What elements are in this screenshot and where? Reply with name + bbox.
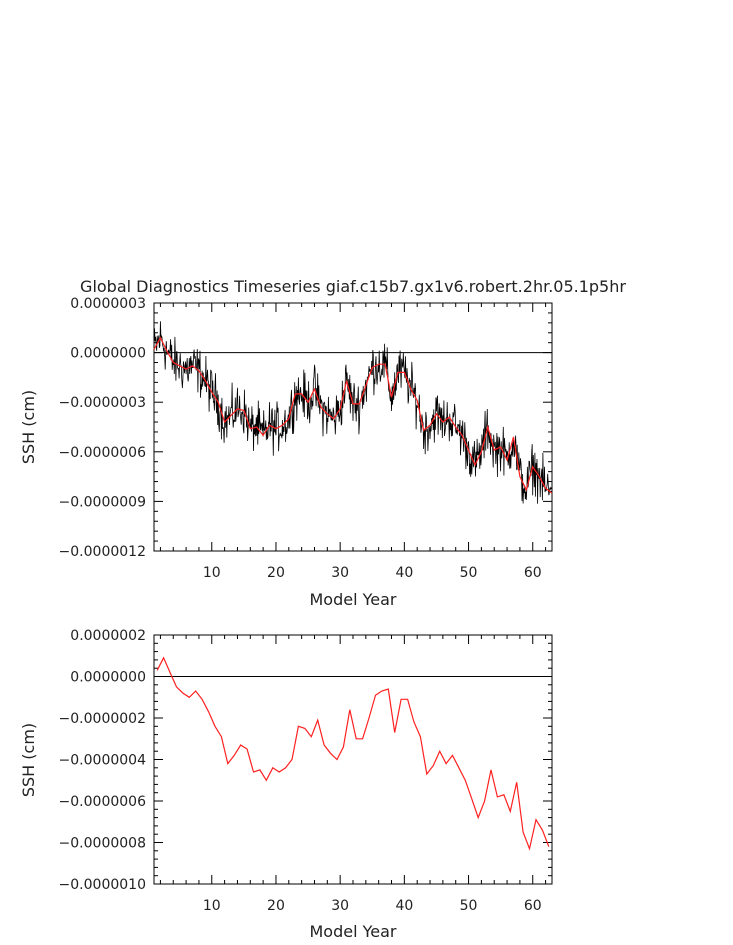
top-y-tick-label: 0.0000003	[70, 296, 146, 312]
bottom-series-annual	[156, 656, 550, 851]
top-y-axis-label: SSH (cm)	[19, 390, 38, 464]
top-y-tick-label: 0.0000000	[70, 346, 146, 362]
top-x-tick-label: 40	[395, 565, 413, 581]
bottom-x-tick-label: 50	[460, 898, 478, 914]
chart-title: Global Diagnostics Timeseries giaf.c15b7…	[80, 277, 626, 296]
top-y-tick-label: −0.0000006	[59, 445, 147, 461]
bottom-y-axis-label: SSH (cm)	[19, 723, 38, 797]
bottom-plot-frame	[153, 634, 553, 885]
bottom-y-tick-label: −0.0000004	[59, 753, 147, 769]
top-panel: Model Year SSH (cm) 10 20 30 40 50 60 0.000000…	[19, 296, 553, 609]
bottom-x-tick-label: 20	[267, 898, 285, 914]
top-x-tick-label: 60	[524, 565, 542, 581]
top-x-tick-label: 20	[267, 565, 285, 581]
bottom-x-tick-label: 40	[395, 898, 413, 914]
top-x-tick-label: 50	[460, 565, 478, 581]
bottom-y-tick-label: −0.0000002	[59, 711, 146, 727]
bottom-y-tick-label: −0.0000006	[59, 794, 147, 810]
top-y-tick-label: −0.0000009	[59, 494, 146, 510]
top-y-tick-label: −0.0000003	[59, 395, 146, 411]
bottom-y-tick-label: −0.0000010	[59, 877, 146, 893]
bottom-x-axis-label: Model Year	[310, 922, 397, 941]
bottom-y-tick-label: 0.0000000	[70, 670, 146, 686]
top-x-axis-label: Model Year	[310, 590, 397, 609]
bottom-x-tick-label: 30	[331, 898, 349, 914]
bottom-y-tick-label: −0.0000008	[59, 836, 146, 852]
bottom-x-tick-label: 60	[524, 898, 542, 914]
top-series-monthly	[153, 321, 552, 504]
top-x-tick-label: 10	[203, 565, 221, 581]
bottom-x-tick-label: 10	[203, 898, 221, 914]
top-y-tick-label: −0.0000012	[59, 544, 146, 560]
top-series-annual	[153, 336, 553, 494]
bottom-panel: Model Year SSH (cm) 10 20 30 40 50 60 0.000000…	[19, 628, 553, 941]
bottom-y-tick-label: 0.0000002	[70, 628, 146, 644]
top-x-tick-label: 30	[331, 565, 349, 581]
top-plot-frame	[153, 302, 553, 552]
